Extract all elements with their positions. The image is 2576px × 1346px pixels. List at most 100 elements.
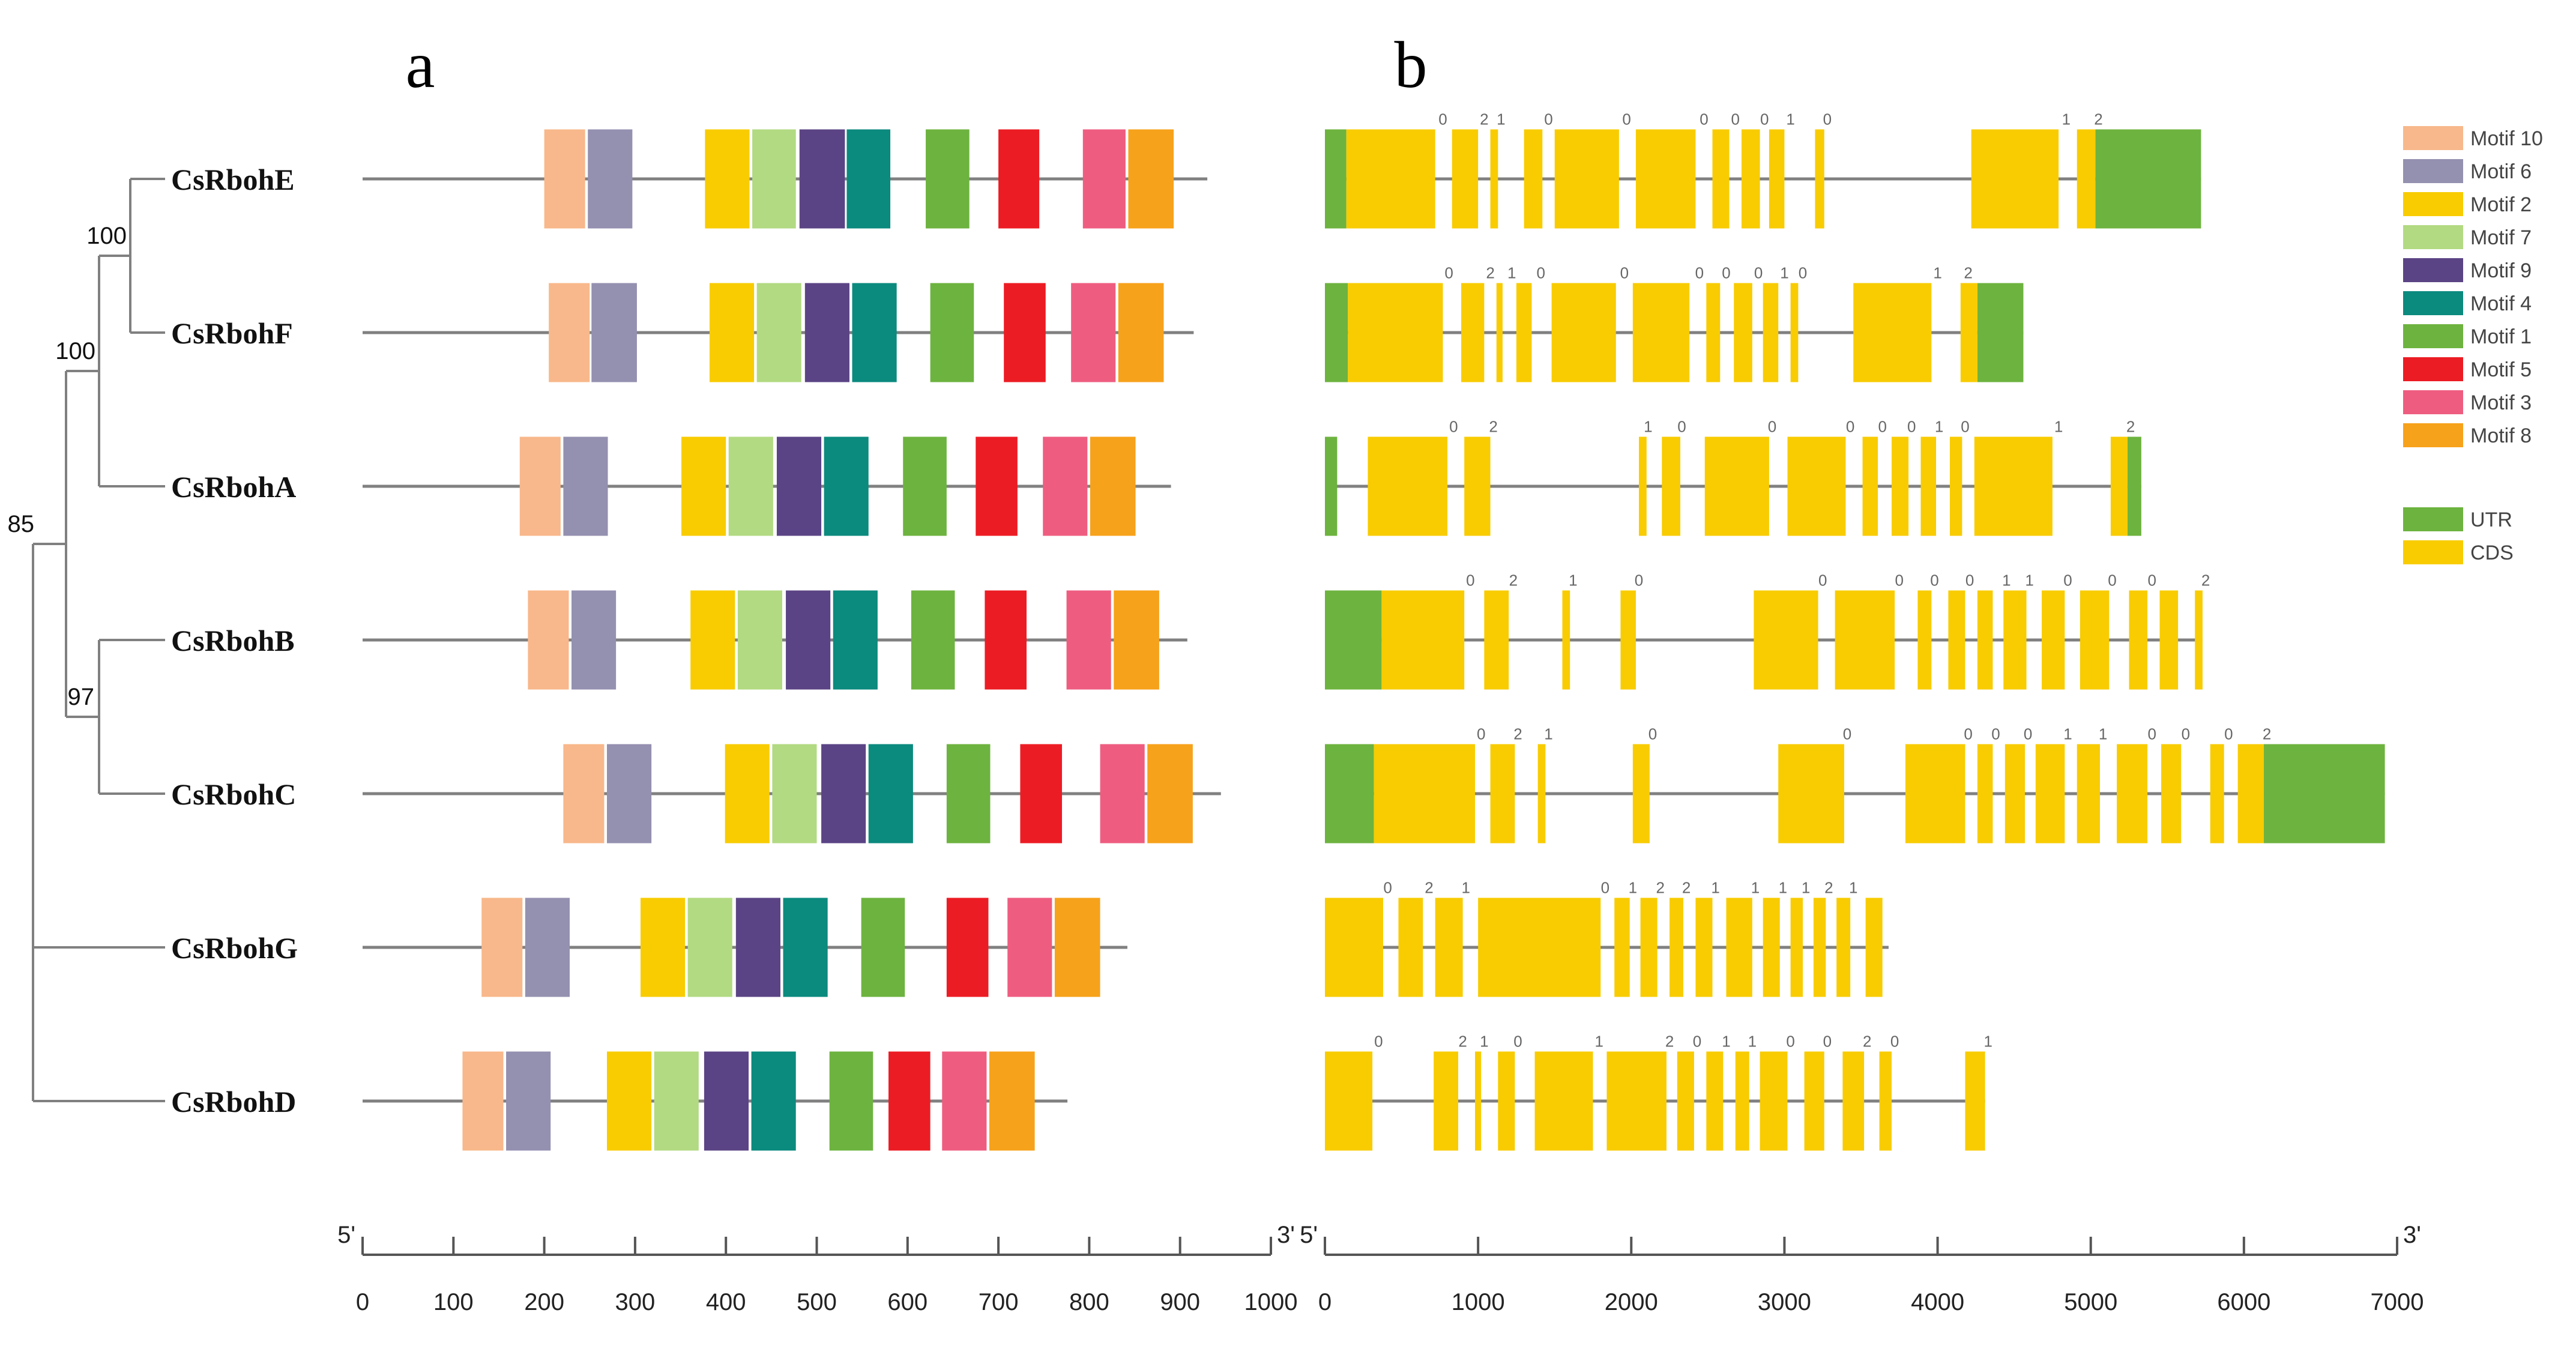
motif-box-motif-7 (737, 590, 783, 690)
intron-phase-label: 0 (1768, 418, 1776, 436)
bootstrap-label: 97 (68, 684, 95, 710)
cds-box (1835, 590, 1895, 690)
cds-box (1905, 744, 1965, 844)
intron-phase-label: 1 (2054, 418, 2063, 436)
motif-row: CsRbohC (171, 744, 1221, 844)
cds-box (1892, 436, 1909, 536)
intron-phase-label: 2 (1425, 879, 1433, 897)
motif-box-motif-3 (1100, 744, 1145, 844)
gene-label: CsRbohC (171, 777, 296, 811)
motif-box-motif-5 (1004, 283, 1046, 382)
phylogenetic-tree: 100 100 85 97 (8, 178, 165, 1102)
cds-box (2159, 590, 2179, 690)
structure-three-prime-label: 3' (2403, 1222, 2421, 1248)
intron-phase-label: 0 (1961, 418, 1969, 436)
intron-phase-label: 0 (1695, 264, 1704, 282)
intron-phase-label: 1 (1544, 725, 1552, 743)
intron-phase-label: 0 (1818, 572, 1827, 590)
intron-phase-label: 0 (1823, 1033, 1832, 1051)
legend-item: Motif 8 (2403, 423, 2532, 447)
intron-phase-label: 1 (1711, 879, 1719, 897)
cds-box (1917, 590, 1932, 690)
cds-box (1704, 436, 1769, 536)
legend-label: Motif 10 (2470, 127, 2543, 150)
cds-box (1695, 898, 1713, 997)
motif-five-prime-label: 5' (337, 1222, 355, 1248)
intron-phase-label: 2 (1682, 879, 1691, 897)
motif-box-motif-1 (946, 744, 991, 844)
cds-box (1790, 283, 1799, 382)
intron-phase-label: 2 (1489, 418, 1497, 436)
intron-phase-label: 1 (1461, 879, 1470, 897)
cds-box (1769, 129, 1785, 229)
cds-box (1348, 283, 1443, 382)
cds-box (2195, 590, 2203, 690)
motif-tick-label: 300 (615, 1289, 656, 1315)
motif-box-motif-10 (462, 1051, 504, 1151)
intron-phase-label: 0 (1466, 572, 1474, 590)
gene-label: CsRbohA (171, 470, 296, 504)
cds-box (2004, 744, 2026, 844)
cds-box (1763, 898, 1780, 997)
legend: Motif 10 Motif 6 Motif 2 Motif 7 Motif 9 Moti… (2403, 126, 2543, 564)
cds-box (1960, 283, 1977, 382)
intron-phase-label: 0 (1635, 572, 1643, 590)
intron-phase-label: 1 (1786, 110, 1794, 128)
motif-box-motif-9 (735, 898, 780, 997)
intron-phase-label: 2 (1665, 1033, 1674, 1051)
cds-box (2042, 590, 2065, 690)
motif-box-motif-7 (752, 129, 796, 229)
motif-box-motif-10 (528, 590, 569, 690)
motif-box-motif-7 (654, 1051, 699, 1151)
cds-box (1677, 1051, 1694, 1151)
motif-box-motif-5 (985, 590, 1027, 690)
intron-phase-label: 1 (1748, 1033, 1757, 1051)
motif-box-motif-4 (824, 436, 869, 536)
intron-phase-label: 2 (1458, 1033, 1467, 1051)
gene-label: CsRbohB (171, 624, 295, 657)
bootstrap-label: 85 (8, 511, 35, 537)
cds-box (1754, 590, 1818, 690)
motif-box-motif-10 (549, 283, 590, 382)
motif-tick-label: 0 (356, 1289, 369, 1315)
cds-box (1920, 436, 1937, 536)
cds-box (1490, 129, 1498, 229)
motif-row: CsRbohD (171, 1051, 1068, 1151)
motif-box-motif-6 (588, 129, 633, 229)
cds-box (1524, 129, 1543, 229)
motif-box-motif-4 (751, 1051, 796, 1151)
intron-phase-label: 2 (1486, 264, 1494, 282)
intron-phase-label: 0 (1677, 418, 1686, 436)
cds-box (1516, 283, 1532, 382)
intron-phase-label: 1 (1849, 879, 1857, 897)
utr-box (1325, 129, 1347, 229)
cds-box (1635, 129, 1696, 229)
motif-box-motif-5 (1020, 744, 1063, 844)
intron-phase-label: 1 (1507, 264, 1516, 282)
cds-box (1842, 1051, 1865, 1151)
cds-box (1464, 436, 1491, 536)
intron-phase-label: 0 (1449, 418, 1458, 436)
cds-box (2129, 590, 2148, 690)
intron-phase-label: 0 (1965, 572, 1974, 590)
intron-phase-label: 1 (2025, 572, 2033, 590)
structure-tick-label: 2000 (1605, 1289, 1658, 1315)
cds-box (1562, 590, 1570, 690)
intron-phase-label: 2 (1513, 725, 1522, 743)
structure-tick-label: 5000 (2064, 1289, 2117, 1315)
cds-box (1734, 283, 1752, 382)
intron-phase-label: 0 (1895, 572, 1904, 590)
intron-phase-label: 0 (1846, 418, 1854, 436)
motif-box-motif-2 (705, 129, 750, 229)
legend-swatch (2403, 423, 2463, 447)
intron-phase-label: 0 (1991, 725, 2000, 743)
motif-box-motif-9 (786, 590, 831, 690)
legend-swatch (2403, 357, 2463, 381)
intron-phase-label: 0 (1722, 264, 1730, 282)
intron-phase-label: 2 (1480, 110, 1488, 128)
cds-box (1662, 436, 1680, 536)
utr-box (1977, 283, 2024, 382)
intron-phase-label: 2 (2094, 110, 2102, 128)
